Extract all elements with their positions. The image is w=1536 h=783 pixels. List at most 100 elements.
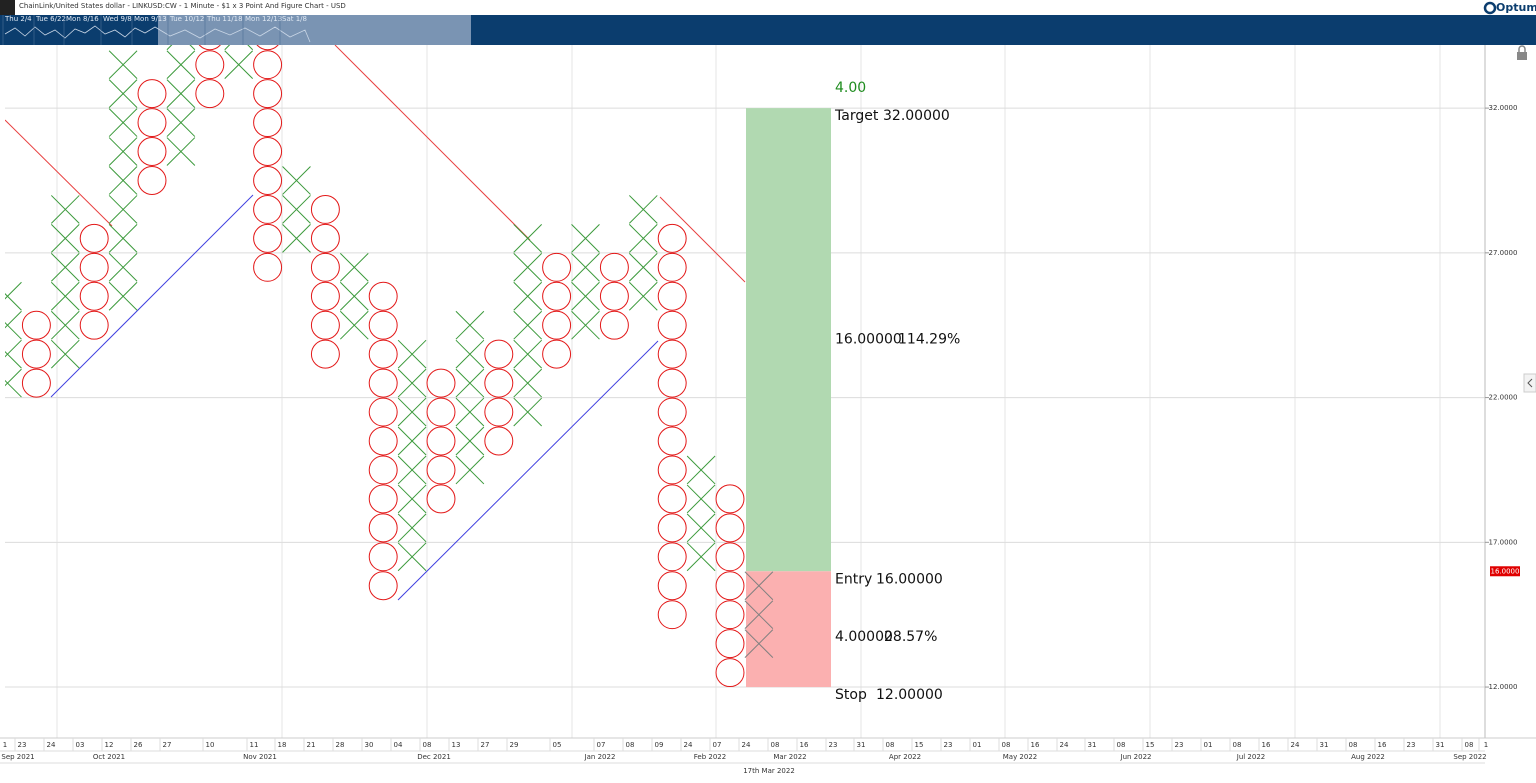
stop-label: Stop (835, 687, 867, 703)
x-box (50, 224, 80, 253)
app-icon[interactable] (0, 0, 15, 15)
reward-percent: 114.29% (898, 332, 960, 348)
x-box (513, 397, 543, 427)
day-label: 30 (365, 741, 374, 749)
o-box (310, 339, 340, 369)
o-box (256, 45, 279, 51)
day-label: 07 (597, 741, 606, 749)
lock-shackle (1518, 45, 1526, 52)
x-box (108, 195, 138, 224)
day-label: 31 (1436, 741, 1445, 749)
day-label: 23 (944, 741, 953, 749)
day-label: 09 (655, 741, 664, 749)
o-box (253, 252, 283, 282)
x-box (628, 252, 658, 282)
o-box (137, 137, 167, 167)
x-box (108, 79, 138, 108)
x-box (166, 50, 196, 80)
o-column (253, 45, 283, 282)
day-label: 23 (829, 741, 838, 749)
x-box (108, 166, 138, 195)
x-box (397, 513, 427, 543)
o-box (715, 484, 745, 514)
day-label: 08 (626, 741, 635, 749)
resistance-line (659, 196, 746, 283)
navigator-window[interactable] (158, 15, 471, 45)
x-box (513, 281, 543, 311)
toggle-arrow (1527, 378, 1533, 388)
x-box (513, 368, 543, 398)
x-box (166, 108, 196, 137)
y-tick-label: 32.0000 (1489, 104, 1518, 112)
x-box (686, 484, 716, 514)
day-label: 26 (134, 741, 143, 749)
navigator-label: Mon 12/13 (245, 15, 282, 23)
o-box (715, 571, 745, 601)
o-box (21, 368, 51, 398)
brand-logo[interactable]: Optuma (1483, 1, 1536, 15)
o-box (657, 542, 687, 572)
x-box (455, 455, 485, 485)
horizontal-grid (5, 107, 1485, 688)
o-column (599, 252, 629, 340)
x-box (397, 426, 427, 456)
o-box (657, 455, 687, 485)
day-label: 24 (47, 741, 56, 749)
o-box (542, 310, 572, 340)
o-box (368, 368, 398, 398)
navigator-label: Thu 2/4 (4, 15, 32, 23)
day-label: 27 (163, 741, 172, 749)
day-label: 31 (1088, 741, 1097, 749)
x-box (571, 281, 600, 311)
o-box (715, 542, 745, 572)
o-box (253, 137, 283, 167)
x-box (397, 542, 427, 572)
o-box (426, 455, 456, 485)
day-label: 29 (510, 741, 519, 749)
x-column (50, 195, 80, 369)
month-label: Aug 2022 (1351, 753, 1385, 761)
x-box (282, 166, 311, 195)
day-label: 13 (452, 741, 461, 749)
o-box (368, 484, 398, 514)
month-label: Sep 2021 (1, 753, 34, 761)
x-box (282, 224, 311, 253)
risk-amount: 4.00000 (835, 629, 893, 645)
last-price-tag (1490, 566, 1520, 577)
y-tick-label: 12.0000 (1489, 683, 1518, 691)
o-box (657, 252, 687, 282)
target-label: Target (834, 108, 879, 124)
o-box (715, 600, 745, 630)
x-box (166, 45, 196, 51)
o-box (657, 600, 687, 630)
day-label: 23 (1407, 741, 1416, 749)
x-column (571, 224, 600, 340)
o-box (368, 571, 398, 601)
y-tick-label: 27.0000 (1489, 249, 1518, 257)
o-box (426, 426, 456, 456)
o-box (253, 223, 283, 253)
o-box (310, 194, 340, 224)
o-box (484, 397, 514, 427)
x-box (397, 339, 427, 369)
o-box (253, 50, 283, 80)
day-label: 05 (553, 741, 562, 749)
o-box (79, 223, 109, 253)
risk-zone (746, 571, 831, 688)
side-panel-toggle[interactable] (1523, 373, 1536, 393)
x-box (108, 108, 138, 137)
cursor-date: 17th Mar 2022 (743, 767, 795, 775)
o-box (599, 310, 629, 340)
o-box (599, 252, 629, 282)
o-box (79, 281, 109, 311)
x-box (50, 310, 80, 340)
o-column (484, 339, 514, 456)
x-box (50, 339, 80, 369)
day-label: 04 (394, 741, 403, 749)
month-label: Jul 2022 (1236, 753, 1266, 761)
x-column (282, 166, 311, 253)
lock-icon[interactable] (1517, 45, 1527, 60)
day-label: 12 (105, 741, 114, 749)
